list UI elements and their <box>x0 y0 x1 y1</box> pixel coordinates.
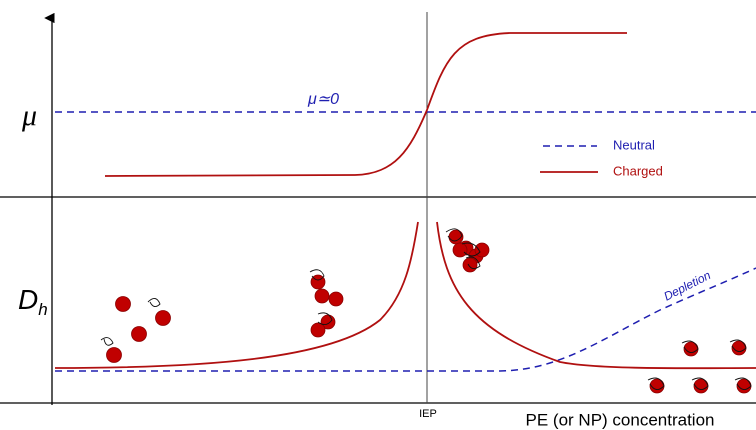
legend-label: Neutral <box>613 137 655 152</box>
x-axis-label: PE (or NP) concentration <box>526 410 715 429</box>
dh-main: D <box>18 284 38 315</box>
charged-size-left <box>54 221 419 369</box>
neutral-size <box>55 267 756 372</box>
mu-label: μ <box>21 99 37 132</box>
charged-mobility <box>104 32 627 177</box>
mu-zero-label: μ≃0 <box>307 91 339 108</box>
legend-label: Charged <box>613 163 663 178</box>
depletion-label: Depletion <box>661 268 713 304</box>
charged-size-right <box>436 221 756 370</box>
dh-label: Dh <box>18 284 48 319</box>
iep-label: IEP <box>419 408 437 420</box>
particles <box>100 228 752 394</box>
dh-sub: h <box>38 300 47 319</box>
